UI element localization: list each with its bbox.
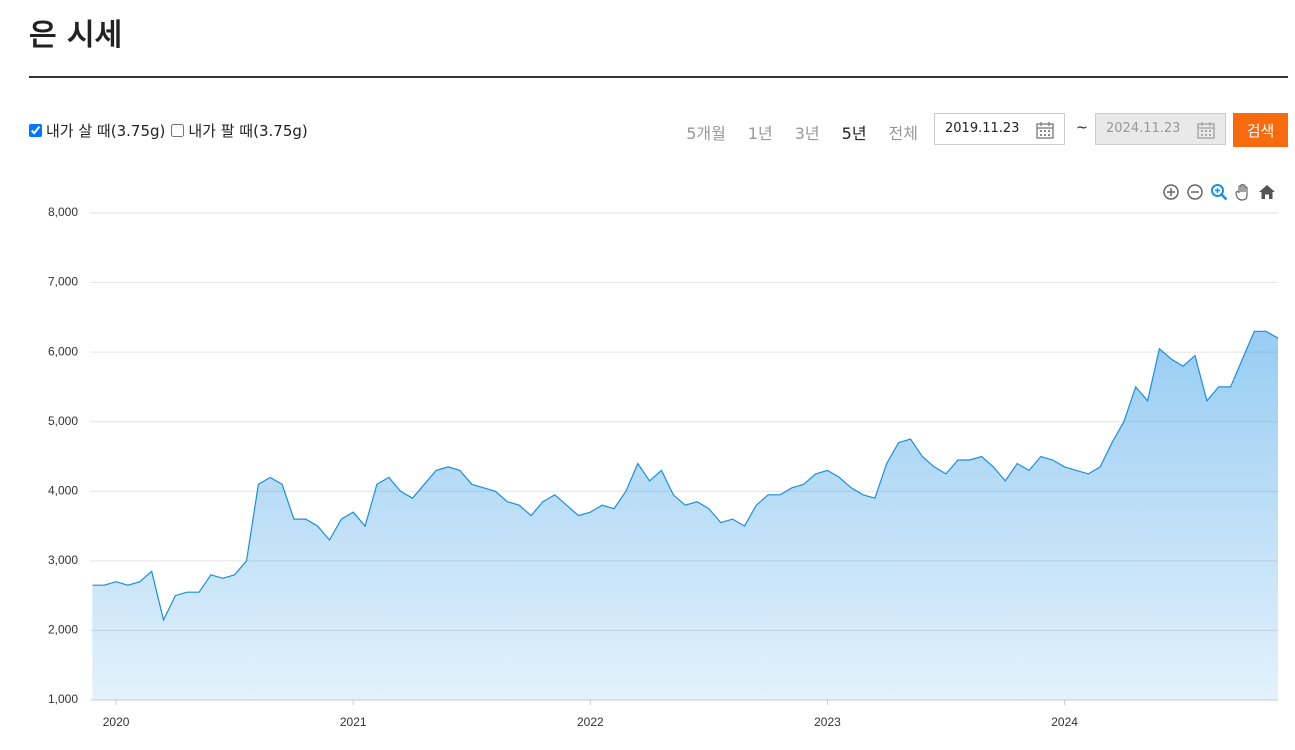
zoom-out-button[interactable] xyxy=(1186,183,1204,201)
option[interactable]: 내가 팔 때(3.75g) xyxy=(171,120,308,141)
period-tab[interactable]: 5년 xyxy=(841,124,867,143)
start-date: 2019.11.23 xyxy=(945,121,1020,136)
x-tick-label: 2020 xyxy=(103,715,130,729)
price-line xyxy=(92,330,1279,622)
y-tick-label: 8,000 xyxy=(48,205,78,219)
pan-button[interactable] xyxy=(1234,183,1252,201)
option-checkbox[interactable] xyxy=(171,124,185,137)
selection-zoom-button[interactable] xyxy=(1210,183,1228,201)
period-tab[interactable]: 3년 xyxy=(794,124,820,143)
y-tick-label: 1,000 xyxy=(48,692,78,706)
period-tabs: 5개월 1년 3년 5년 전체 xyxy=(686,120,918,144)
option-checkbox[interactable] xyxy=(29,124,42,137)
end-date: 2024.11.23 xyxy=(1106,121,1181,136)
reset-zoom-button[interactable] xyxy=(1258,183,1276,201)
y-tick-label: 3,000 xyxy=(48,553,78,567)
search-button[interactable]: 검색 xyxy=(1233,113,1288,147)
end-date-input: 2024.11.23 xyxy=(1095,113,1226,145)
title-rule xyxy=(29,76,1288,78)
period-tab[interactable]: 5개월 xyxy=(686,124,726,143)
period-tab[interactable]: 전체 xyxy=(888,124,918,143)
period-tab[interactable]: 1년 xyxy=(747,124,773,143)
option-group: 내가 살 때(3.75g) 내가 팔 때(3.75g) xyxy=(29,120,308,141)
y-tick-label: 7,000 xyxy=(48,275,78,289)
x-tick-label: 2023 xyxy=(814,715,841,729)
zoom-in-button[interactable] xyxy=(1162,183,1180,201)
option[interactable]: 내가 살 때(3.75g) xyxy=(29,120,165,141)
chart-toolbar xyxy=(1162,183,1276,201)
calendar-icon xyxy=(1197,122,1215,139)
date-separator: ~ xyxy=(1076,120,1088,136)
y-tick-label: 6,000 xyxy=(48,344,78,358)
y-tick-label: 2,000 xyxy=(48,623,78,637)
option-label: 내가 팔 때(3.75g) xyxy=(188,122,308,140)
y-tick-label: 5,000 xyxy=(48,414,78,428)
page-title: 은 시세 xyxy=(29,18,123,53)
x-tick-label: 2021 xyxy=(340,715,367,729)
start-date-input[interactable]: 2019.11.23 xyxy=(934,113,1065,145)
calendar-icon[interactable] xyxy=(1036,121,1054,139)
area-fill xyxy=(92,331,1278,700)
x-tick-label: 2022 xyxy=(577,715,604,729)
x-tick-label: 2024 xyxy=(1051,715,1078,729)
y-tick-label: 4,000 xyxy=(48,483,78,497)
option-label: 내가 살 때(3.75g) xyxy=(46,122,166,140)
